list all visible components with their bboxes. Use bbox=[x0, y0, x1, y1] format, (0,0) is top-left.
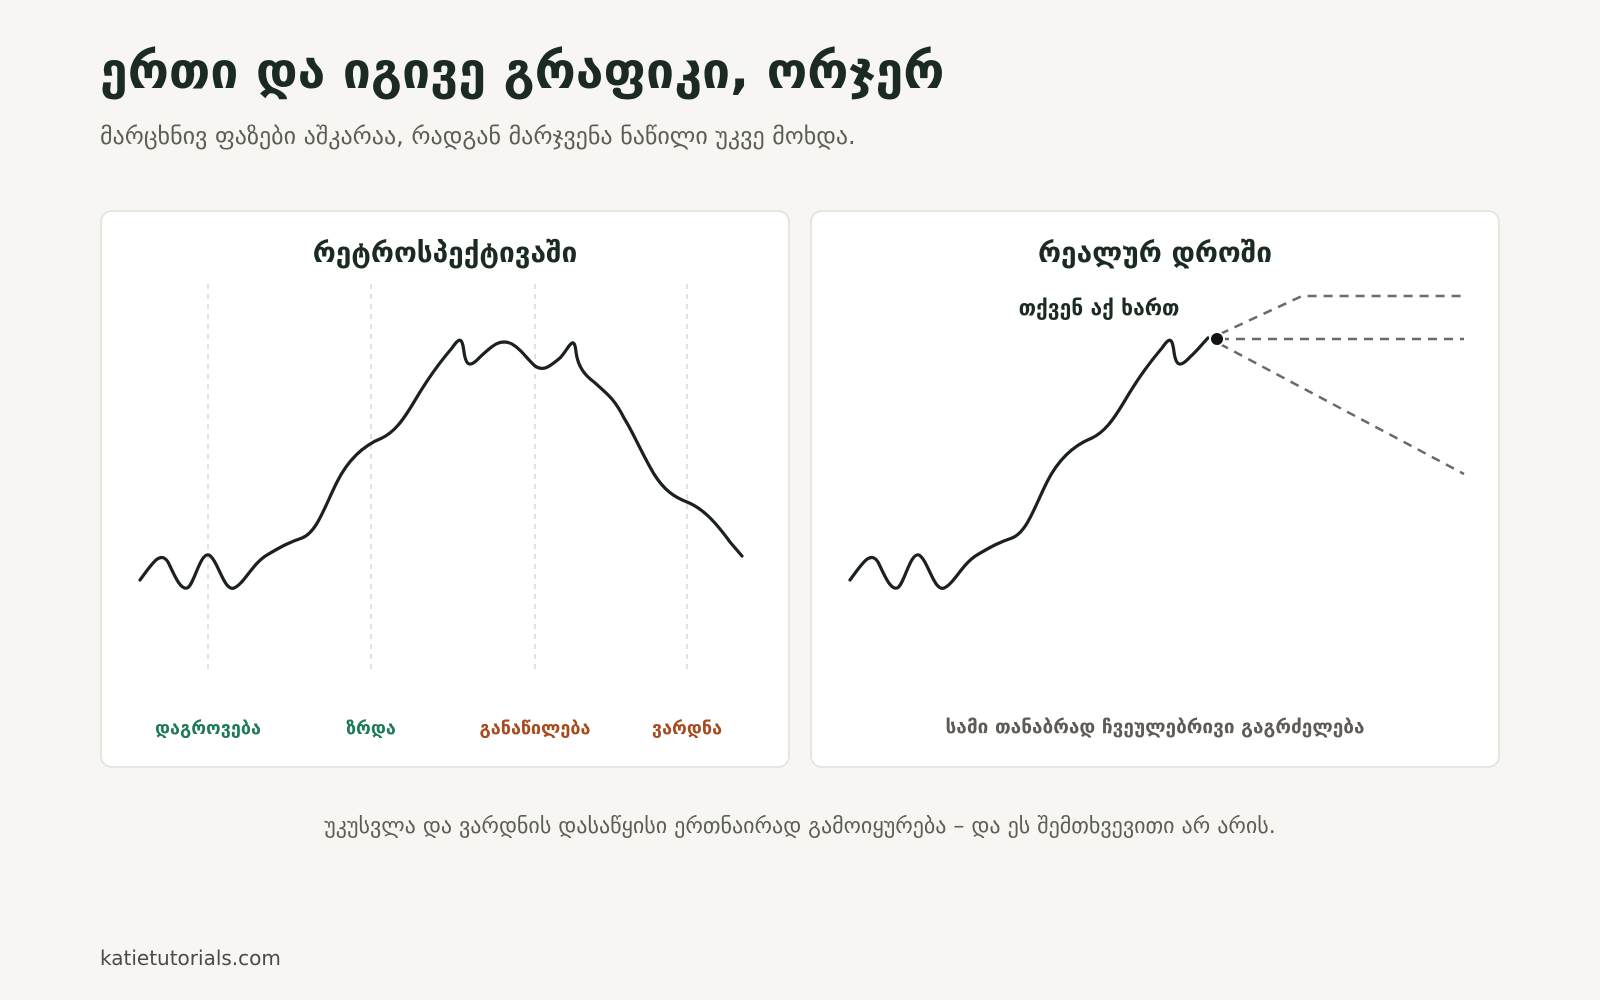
retrospective-chart bbox=[138, 284, 744, 674]
page-subtitle: მარცხნივ ფაზები აშკარაა, რადგან მარჯვენა… bbox=[100, 122, 856, 150]
scenario-up-line bbox=[1219, 294, 1464, 336]
phase-label-decline: ვარდნა bbox=[651, 718, 723, 739]
price-line bbox=[138, 338, 744, 590]
scenario-down-line bbox=[1219, 342, 1465, 476]
site-credit: katietutorials.com bbox=[100, 946, 281, 970]
realtime-panel: რეალურ დროში თქვენ აქ ხართ სამი თანაბრად… bbox=[810, 210, 1500, 768]
continuations-caption: სამი თანაბრად ჩვეულებრივი გაგრძელება bbox=[945, 716, 1365, 738]
price-line bbox=[848, 336, 1210, 590]
phase-label-distribution: განაწილება bbox=[479, 718, 591, 739]
footnote: უკუსვლა და ვარდნის დასაწყისი ერთნაირად გ… bbox=[324, 814, 1276, 839]
realtime-panel-title: რეალურ დროში bbox=[1038, 236, 1272, 269]
you-are-here-label: თქვენ აქ ხართ bbox=[1018, 296, 1180, 320]
phase-label-accumulation: დაგროვება bbox=[155, 718, 261, 739]
retrospective-panel-title: რეტროსპექტივაში bbox=[312, 236, 578, 269]
phase-label-growth: ზრდა bbox=[346, 718, 396, 739]
page-title: ერთი და იგივე გრაფიკი, ორჯერ bbox=[100, 42, 945, 100]
retrospective-panel: რეტროსპექტივაში დაგროვება ზრდა განაწილებ… bbox=[100, 210, 790, 768]
current-position-marker bbox=[1209, 331, 1225, 347]
realtime-chart bbox=[848, 294, 1465, 590]
